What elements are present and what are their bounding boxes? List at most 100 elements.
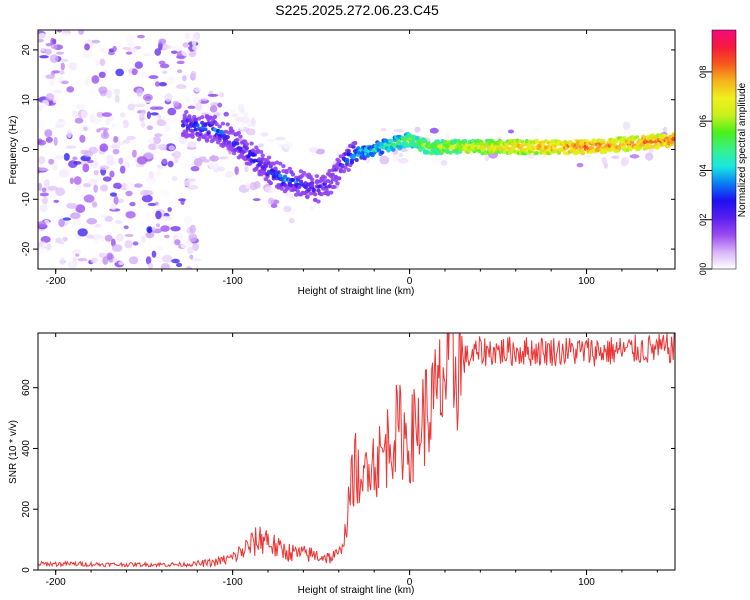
spectrogram-x-tick-label: -100 bbox=[223, 276, 243, 287]
ridge-blob bbox=[306, 187, 312, 192]
noise-blob bbox=[176, 262, 183, 268]
noise-blob bbox=[194, 87, 201, 93]
noise-blob bbox=[167, 207, 172, 212]
noise-blob bbox=[243, 111, 249, 118]
spectrogram-x-label: Height of straight line (km) bbox=[298, 286, 415, 297]
noise-blob bbox=[270, 203, 278, 208]
noise-blob bbox=[81, 50, 93, 58]
noise-blob bbox=[160, 262, 171, 269]
noise-blob bbox=[146, 125, 153, 131]
noise-blob bbox=[308, 147, 318, 153]
noise-blob bbox=[69, 177, 74, 185]
noise-blob bbox=[208, 162, 219, 170]
ridge-blob bbox=[556, 150, 562, 155]
chart-title: S225.2025.272.06.23.C45 bbox=[275, 2, 439, 18]
noise-blob bbox=[146, 111, 151, 120]
noise-blob bbox=[173, 232, 184, 242]
ridge-blob bbox=[352, 141, 358, 146]
noise-blob bbox=[190, 151, 198, 159]
noise-blob bbox=[66, 86, 75, 93]
ridge-blob bbox=[338, 169, 343, 174]
ridge-blob bbox=[351, 144, 356, 149]
noise-blob bbox=[38, 246, 45, 254]
noise-blob bbox=[622, 121, 631, 131]
noise-blob bbox=[38, 104, 44, 111]
noise-blob bbox=[138, 221, 145, 228]
noise-blob bbox=[260, 132, 269, 137]
noise-blob bbox=[398, 158, 409, 164]
noise-blob bbox=[95, 59, 100, 67]
noise-blob bbox=[207, 93, 219, 97]
noise-blob bbox=[161, 189, 170, 197]
noise-blob bbox=[187, 246, 194, 255]
noise-blob bbox=[134, 103, 146, 108]
snr-y-tick-label: 0 bbox=[21, 567, 32, 573]
colorbar-gradient bbox=[712, 30, 736, 269]
noise-blob bbox=[148, 75, 159, 80]
ridge-blob bbox=[225, 135, 230, 140]
noise-blob bbox=[645, 152, 654, 161]
noise-blob bbox=[190, 143, 196, 148]
noise-blob bbox=[125, 182, 134, 191]
snr-y-axis: 0 200 400 600 bbox=[21, 379, 675, 573]
noise-blob bbox=[122, 46, 131, 51]
ridge-blob bbox=[626, 140, 632, 145]
noise-blob bbox=[102, 190, 108, 197]
noise-blob bbox=[124, 233, 134, 238]
noise-blob bbox=[125, 211, 136, 219]
ridge-blob bbox=[249, 141, 254, 146]
ridge-blob bbox=[410, 140, 415, 145]
noise-blob bbox=[161, 158, 168, 165]
spectrogram-x-tick-label: 100 bbox=[578, 276, 595, 287]
noise-blob bbox=[400, 148, 409, 153]
noise-blob bbox=[154, 133, 163, 137]
noise-blob bbox=[156, 119, 167, 127]
noise-blob bbox=[86, 218, 98, 225]
noise-blob bbox=[177, 69, 183, 74]
ridge-blob bbox=[212, 114, 218, 119]
noise-blob bbox=[185, 266, 192, 269]
noise-blob bbox=[45, 74, 56, 80]
ridge-blob bbox=[254, 166, 259, 171]
noise-blob bbox=[171, 258, 180, 264]
ridge-blob bbox=[550, 139, 555, 144]
noise-blob bbox=[172, 100, 179, 107]
noise-blob bbox=[662, 126, 668, 134]
noise-blob bbox=[174, 154, 179, 164]
noise-blob bbox=[72, 156, 78, 161]
noise-blob bbox=[73, 185, 82, 191]
noise-blob bbox=[137, 72, 149, 79]
noise-blob bbox=[155, 210, 162, 220]
noise-blob bbox=[200, 97, 209, 101]
noise-blob bbox=[75, 90, 85, 97]
ridge-blob bbox=[414, 135, 420, 140]
ridge-blob bbox=[601, 139, 606, 144]
noise-blob bbox=[62, 217, 71, 221]
noise-blob bbox=[170, 225, 181, 232]
ridge-blob bbox=[236, 130, 242, 135]
noise-blob bbox=[375, 132, 381, 138]
noise-blob bbox=[145, 256, 152, 265]
noise-blob bbox=[51, 162, 58, 171]
noise-blob bbox=[118, 198, 124, 204]
noise-blob bbox=[100, 184, 109, 192]
noise-blob bbox=[124, 161, 131, 169]
noise-blob bbox=[45, 93, 55, 101]
ridge-blob bbox=[317, 184, 323, 189]
ridge-blob bbox=[292, 186, 297, 191]
noise-blob bbox=[72, 217, 82, 226]
noise-blob bbox=[507, 129, 515, 134]
noise-blob bbox=[54, 124, 64, 129]
noise-blob bbox=[38, 32, 48, 40]
ridge-blob bbox=[520, 139, 525, 144]
noise-blob bbox=[44, 129, 53, 138]
ridge-blob bbox=[200, 115, 205, 120]
noise-blob bbox=[128, 256, 139, 265]
noise-blob bbox=[160, 216, 170, 222]
noise-blob bbox=[185, 97, 191, 104]
ridge-blob bbox=[336, 176, 342, 181]
ridge-blob bbox=[195, 123, 200, 128]
noise-blob bbox=[98, 86, 108, 94]
noise-blob bbox=[425, 162, 432, 166]
noise-blob bbox=[58, 118, 64, 123]
